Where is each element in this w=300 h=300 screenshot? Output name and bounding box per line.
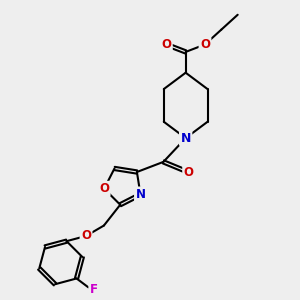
Text: O: O <box>99 182 109 195</box>
Text: N: N <box>136 188 146 201</box>
Text: O: O <box>184 166 194 179</box>
Text: F: F <box>90 283 98 296</box>
Text: O: O <box>81 230 91 242</box>
Text: O: O <box>161 38 171 51</box>
Text: N: N <box>181 132 191 145</box>
Text: O: O <box>200 38 210 51</box>
